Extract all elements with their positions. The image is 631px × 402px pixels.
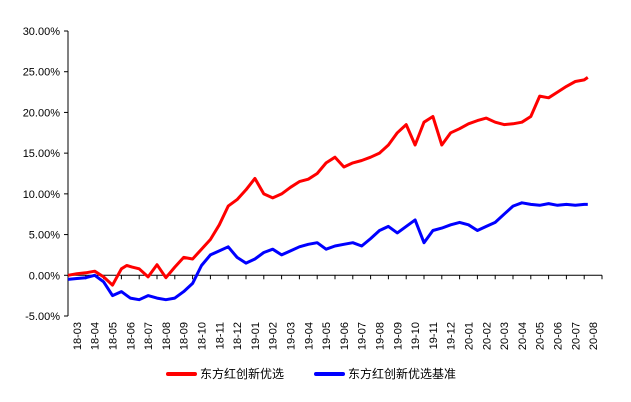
x-tick-label: 20-07 [570,322,582,350]
x-tick-label: 20-02 [481,322,493,350]
axes [67,31,602,316]
x-tick-label: 19-10 [410,322,422,350]
x-tick-label: 20-01 [464,322,476,350]
x-tick-label: 19-07 [357,322,369,350]
y-axis-ticks: -5.00% 0.00% 5.00% 10.00% 15.00% 20.00% 25.00%… [23,26,68,323]
legend: 东方红创新优选 东方红创新优选基准 [166,366,456,381]
y-tick-label: 30.00% [23,26,61,38]
x-tick-label: 19-05 [321,322,333,350]
x-tick-label: 19-02 [268,322,280,350]
x-tick-label: 19-12 [446,322,458,350]
y-tick-label: 5.00% [29,230,60,242]
x-tick-label: 20-03 [499,322,511,350]
x-tick-label: 19-11 [428,322,440,349]
y-tick-label: 0.00% [29,270,60,282]
x-tick-label: 19-03 [286,322,298,350]
x-tick-label: 19-04 [303,322,315,350]
y-tick-label: -5.00% [25,311,60,323]
x-tick-label: 18-06 [125,322,137,350]
legend-label: 东方红创新优选 [200,366,284,381]
x-tick-label: 20-04 [517,322,529,350]
series-line-fund [67,76,589,287]
series-lines [67,76,589,302]
x-tick-label: 20-06 [553,322,565,350]
x-tick-label: 18-05 [108,322,120,350]
legend-label: 东方红创新优选基准 [348,366,456,381]
x-axis-ticks: 18-03 18-04 18-05 18-06 18-07 18-08 18-09 18-10… [67,275,603,350]
x-tick-label: 18-12 [232,322,244,350]
y-tick-label: 20.00% [23,107,61,119]
x-tick-label: 18-09 [179,322,191,350]
x-tick-label: 19-01 [250,322,262,350]
x-tick-label: 19-06 [339,322,351,350]
x-tick-label: 19-08 [375,322,387,350]
x-tick-label: 20-05 [535,322,547,350]
series-line-benchmark [67,201,588,302]
x-tick-label: 18-08 [161,322,173,350]
y-tick-label: 25.00% [23,67,61,79]
y-tick-label: 10.00% [23,189,61,201]
x-tick-label: 18-10 [197,322,209,350]
y-tick-label: 15.00% [23,148,61,160]
x-tick-label: 18-07 [143,322,155,350]
x-tick-label: 19-09 [392,322,404,350]
x-tick-label: 18-04 [90,322,102,350]
x-tick-label: 18-03 [72,322,84,350]
x-tick-label: 20-08 [588,322,600,350]
x-tick-label: 18-11 [214,322,226,349]
